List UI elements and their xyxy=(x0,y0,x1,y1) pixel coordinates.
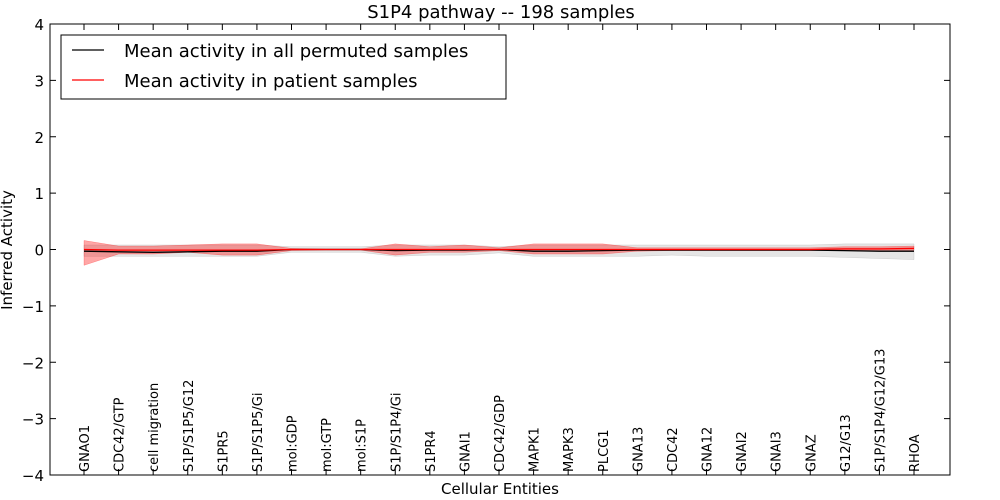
y-tick-label: −1 xyxy=(22,298,44,316)
y-axis-label: Inferred Activity xyxy=(0,190,16,310)
x-tick-label: G12/G13 xyxy=(839,414,854,472)
x-tick-label: CDC42 xyxy=(666,427,681,472)
x-tick-label: CDC42/GTP xyxy=(113,397,128,472)
x-axis-tick-labels: GNAO1 CDC42/GTP cell migration S1P/S1P5/G12… xyxy=(78,24,923,475)
x-axis-label: Cellular Entities xyxy=(441,480,559,498)
x-tick-label: PLCG1 xyxy=(597,429,612,472)
series-lines xyxy=(83,247,915,253)
x-tick-label: cell migration xyxy=(147,383,162,472)
x-tick-label: S1P/S1P4/G12/G13 xyxy=(873,349,888,472)
x-tick-label: S1PR4 xyxy=(424,430,439,472)
y-tick-label: 3 xyxy=(34,72,44,90)
y-tick-label: 0 xyxy=(34,242,44,260)
x-tick-label: S1P/S1P4/Gi xyxy=(389,393,404,472)
y-tick-label: 4 xyxy=(34,16,44,34)
x-tick-label: CDC42/GDP xyxy=(493,395,508,472)
x-tick-label: mol:S1P xyxy=(355,419,370,472)
x-tick-label: mol:GDP xyxy=(286,415,301,472)
y-tick-label: −2 xyxy=(22,354,44,372)
x-tick-label: GNAI1 xyxy=(458,431,473,472)
x-tick-label: MAPK1 xyxy=(528,427,543,472)
x-tick-label: GNA12 xyxy=(701,427,716,472)
x-tick-label: S1P/S1P5/Gi xyxy=(251,393,266,472)
x-tick-label: RHOA xyxy=(908,434,923,472)
x-tick-label: GNAZ xyxy=(804,434,819,472)
y-tick-label: −3 xyxy=(22,411,44,429)
legend: Mean activity in all permuted samples Me… xyxy=(60,34,507,100)
legend-box xyxy=(60,34,507,100)
x-tick-label: GNA13 xyxy=(631,427,646,472)
legend-label-patient: Mean activity in patient samples xyxy=(124,71,418,92)
y-tick-label: 1 xyxy=(34,185,44,203)
series-line-patient xyxy=(83,247,915,251)
legend-label-permuted: Mean activity in all permuted samples xyxy=(124,41,468,62)
band-permuted xyxy=(83,243,915,260)
x-tick-label: GNAO1 xyxy=(78,425,93,472)
chart-title: S1P4 pathway -- 198 samples xyxy=(367,2,635,23)
x-tick-label: S1PR5 xyxy=(216,430,231,472)
y-axis: −4 −3 −2 −1 0 1 2 3 4 xyxy=(22,16,950,485)
x-tick-label: GNAI2 xyxy=(735,431,750,472)
x-tick-label: GNAI3 xyxy=(770,431,785,472)
x-tick-label: MAPK3 xyxy=(562,427,577,472)
x-tick-label: mol:GTP xyxy=(320,418,335,472)
x-tick-label: S1P/S1P5/G12 xyxy=(182,380,197,472)
y-tick-label: −4 xyxy=(22,467,44,485)
y-tick-label: 2 xyxy=(34,129,44,147)
